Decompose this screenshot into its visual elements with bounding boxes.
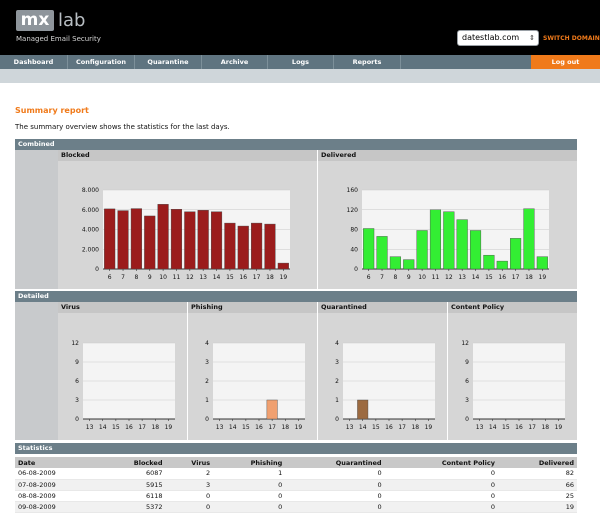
- table-cell: 5915: [98, 479, 166, 491]
- table-cell: 0: [165, 490, 214, 502]
- detailed-left-column: [15, 302, 58, 440]
- col-head-phishing: Phishing: [188, 302, 317, 313]
- table-header-cell: Virus: [165, 457, 214, 468]
- table-cell: 0: [213, 490, 286, 502]
- table-cell: 0: [384, 490, 498, 502]
- table-cell: 0: [384, 479, 498, 491]
- nav-quarantine[interactable]: Quarantine: [135, 55, 202, 69]
- main-nav: Dashboard Configuration Quarantine Archi…: [0, 55, 600, 69]
- main-content: Summary report The summary overview show…: [0, 83, 600, 527]
- table-cell: 0: [213, 479, 286, 491]
- app-header: mx lab Managed Email Security datestlab.…: [0, 0, 600, 55]
- table-cell: 6118: [98, 490, 166, 502]
- nav-dashboard[interactable]: Dashboard: [0, 55, 68, 69]
- table-header-cell: Content Policy: [384, 457, 498, 468]
- page-title: Summary report: [15, 106, 89, 115]
- col-head-quarantined: Quarantined: [318, 302, 447, 313]
- logo-tagline: Managed Email Security: [16, 35, 101, 43]
- table-cell: 1: [213, 468, 286, 480]
- col-head-blocked: Blocked: [58, 150, 317, 161]
- table-header-cell: Quarantined: [285, 457, 385, 468]
- nav-configuration[interactable]: Configuration: [68, 55, 135, 69]
- col-head-delivered: Delivered: [318, 150, 577, 161]
- page-intro: The summary overview shows the statistic…: [15, 123, 230, 131]
- table-row: 06-08-2009 6087 2 1 0 0 82: [15, 468, 577, 480]
- table-header-cell: Date: [15, 457, 99, 468]
- table-cell: 5372: [98, 501, 166, 513]
- table-cell: 09-08-2009: [15, 501, 99, 513]
- table-cell: 0: [384, 501, 498, 513]
- table-cell: 08-08-2009: [15, 490, 99, 502]
- statistics-table: Date Blocked Virus Phishing Quarantined Conte…: [15, 457, 577, 513]
- table-cell: 25: [497, 490, 577, 502]
- table-cell: 66: [497, 479, 577, 491]
- domain-select[interactable]: datestlab.com ⇕: [457, 30, 539, 46]
- table-cell: 0: [165, 501, 214, 513]
- nav-reports[interactable]: Reports: [334, 55, 401, 69]
- nav-archive[interactable]: Archive: [202, 55, 268, 69]
- table-cell: 3: [165, 479, 214, 491]
- table-cell: 06-08-2009: [15, 468, 99, 480]
- table-header-row: Date Blocked Virus Phishing Quarantined Conte…: [15, 457, 577, 468]
- table-cell: 0: [285, 479, 385, 491]
- col-head-content-policy: Content Policy: [448, 302, 577, 313]
- column-divider: [317, 150, 318, 289]
- column-divider: [187, 302, 188, 440]
- logo-mx-mark: mx: [16, 10, 54, 31]
- table-cell: 0: [384, 468, 498, 480]
- col-head-virus: Virus: [58, 302, 187, 313]
- table-cell: 0: [285, 468, 385, 480]
- logout-button[interactable]: Log out: [531, 55, 600, 69]
- combined-panel: [15, 150, 577, 289]
- table-cell: 19: [497, 501, 577, 513]
- detailed-panel: [15, 302, 577, 440]
- table-cell: 82: [497, 468, 577, 480]
- section-statistics-header: Statistics: [15, 443, 577, 454]
- table-header-cell: Blocked: [98, 457, 166, 468]
- nav-logs[interactable]: Logs: [268, 55, 334, 69]
- sub-nav-bar: [0, 69, 600, 83]
- table-cell: 0: [285, 490, 385, 502]
- table-cell: 2: [165, 468, 214, 480]
- table-cell: 07-08-2009: [15, 479, 99, 491]
- section-detailed-header: Detailed: [15, 291, 577, 302]
- table-cell: 0: [213, 501, 286, 513]
- table-cell: 0: [285, 501, 385, 513]
- table-row: 09-08-2009 5372 0 0 0 0 19: [15, 501, 577, 513]
- table-row: 07-08-2009 5915 3 0 0 0 66: [15, 479, 577, 491]
- domain-select-value: datestlab.com: [462, 33, 520, 42]
- table-body: 06-08-2009 6087 2 1 0 0 82 07-08-2009 5915 3 0 0 0 66…: [15, 468, 577, 513]
- table-row: 08-08-2009 6118 0 0 0 0 25: [15, 490, 577, 502]
- chevron-updown-icon: ⇕: [529, 34, 535, 42]
- combined-left-column: [15, 150, 58, 289]
- column-divider: [447, 302, 448, 440]
- column-divider: [317, 302, 318, 440]
- table-header-cell: Delivered: [497, 457, 577, 468]
- table-cell: 6087: [98, 468, 166, 480]
- logo-lab-text: lab: [58, 10, 86, 31]
- table-header-cell: Phishing: [213, 457, 286, 468]
- section-combined-header: Combined: [15, 139, 577, 150]
- switch-domain-link[interactable]: SWITCH DOMAIN: [543, 35, 600, 42]
